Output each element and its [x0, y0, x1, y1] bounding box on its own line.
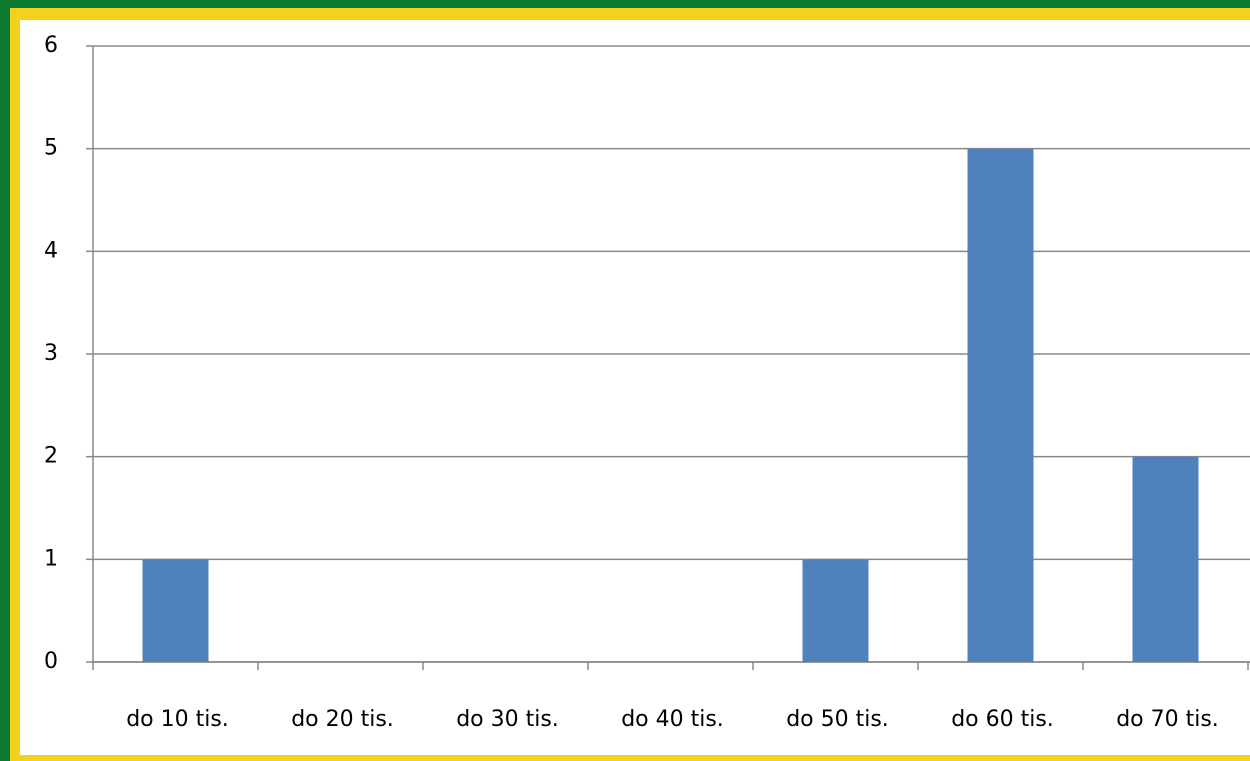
y-tick-label: 0: [44, 649, 58, 674]
x-tick-label: do 10 tis.: [126, 707, 229, 732]
x-tick-label: do 60 tis.: [951, 707, 1054, 732]
x-tick-label: do 40 tis.: [621, 707, 724, 732]
y-tick-label: 2: [44, 444, 58, 469]
y-tick-label: 1: [44, 546, 58, 571]
y-tick-label: 4: [44, 238, 58, 263]
x-tick-label: do 50 tis.: [786, 707, 889, 732]
x-tick-label: do 30 tis.: [456, 707, 559, 732]
bar: [1132, 456, 1199, 662]
y-tick-label: 6: [44, 33, 58, 58]
frame: [10, 8, 1250, 761]
bar: [967, 148, 1034, 662]
bar: [802, 559, 869, 662]
x-tick-label: do 20 tis.: [291, 707, 394, 732]
y-tick-label: 3: [44, 341, 58, 366]
x-tick-label: do 70 tis.: [1116, 707, 1219, 732]
bar: [142, 559, 209, 662]
y-tick-label: 5: [44, 136, 58, 161]
chart-area: [20, 20, 1250, 755]
